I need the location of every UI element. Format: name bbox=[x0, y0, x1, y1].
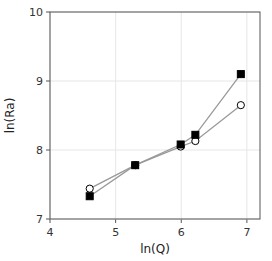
x-tick bbox=[115, 219, 116, 223]
x-tick-label: 6 bbox=[178, 226, 185, 239]
y-tick-label: 9 bbox=[36, 75, 43, 88]
plot-area bbox=[86, 71, 244, 200]
x-axis-label: ln(Q) bbox=[140, 242, 170, 256]
chart: 4 5 6 7 7 8 9 10 ln(Q) ln(Ra) bbox=[0, 0, 272, 261]
y-tick bbox=[46, 81, 50, 82]
point bbox=[177, 141, 184, 148]
x-grid-line bbox=[246, 12, 247, 219]
point bbox=[132, 162, 139, 169]
point bbox=[237, 71, 244, 78]
x-tick bbox=[246, 219, 247, 223]
point bbox=[237, 102, 244, 109]
y-tick bbox=[46, 150, 50, 151]
x-tick-label: 5 bbox=[112, 226, 119, 239]
series bbox=[86, 102, 244, 193]
series-line bbox=[90, 74, 241, 196]
plot-frame bbox=[50, 12, 260, 219]
x-tick-label: 7 bbox=[243, 226, 250, 239]
axes: 4 5 6 7 7 8 9 10 bbox=[29, 6, 260, 239]
point bbox=[192, 131, 199, 138]
y-tick-label: 8 bbox=[36, 144, 43, 157]
y-grid-line bbox=[50, 150, 260, 151]
x-tick-label: 4 bbox=[47, 226, 54, 239]
y-grid-line bbox=[50, 81, 260, 82]
x-tick bbox=[50, 219, 51, 223]
x-grid-line bbox=[115, 12, 116, 219]
y-tick-label: 10 bbox=[29, 6, 43, 19]
point bbox=[132, 162, 139, 169]
chart-container: 4 5 6 7 7 8 9 10 ln(Q) ln(Ra) bbox=[0, 0, 272, 261]
x-grid-line bbox=[181, 12, 182, 219]
y-axis-label: ln(Ra) bbox=[3, 98, 17, 134]
x-tick bbox=[181, 219, 182, 223]
series bbox=[86, 71, 244, 200]
y-tick bbox=[46, 12, 50, 13]
series-line bbox=[90, 105, 241, 188]
y-tick bbox=[46, 219, 50, 220]
point bbox=[86, 185, 93, 192]
point bbox=[86, 193, 93, 200]
y-tick-label: 7 bbox=[36, 213, 43, 226]
